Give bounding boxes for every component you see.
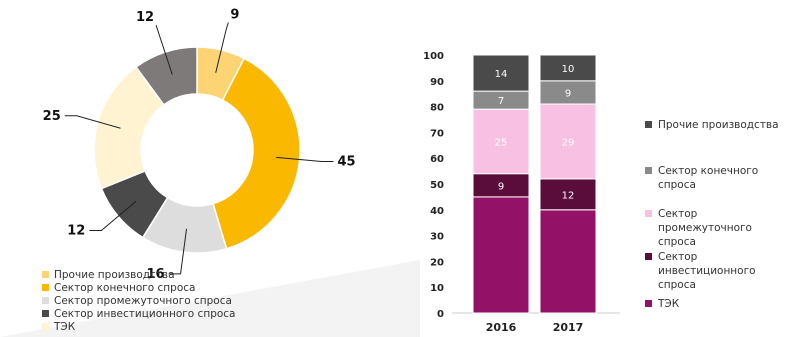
legend-swatch	[42, 310, 49, 317]
donut-leader-line	[168, 228, 188, 275]
bar-legend-item: Сектор конечного спроса	[645, 164, 785, 192]
legend-swatch	[42, 271, 49, 278]
legend-label: ТЭК	[658, 298, 680, 310]
bar-value-label: 7	[498, 96, 504, 107]
donut-legend-item: Сектор конечного спроса	[42, 281, 236, 294]
donut-legend-item: Сектор промежуточного спроса	[42, 294, 236, 307]
legend-swatch	[42, 297, 49, 304]
donut-legend-item: Сектор инвестиционного спроса	[42, 307, 236, 320]
bar-legend-item: Прочие производства	[645, 118, 785, 132]
y-tick-label: 60	[430, 154, 444, 165]
legend-swatch	[645, 253, 652, 260]
donut-value-label: 9	[230, 8, 239, 23]
y-tick-label: 10	[430, 283, 444, 294]
bar-legend-item: Сектор инвестиционного спроса	[645, 250, 785, 292]
legend-swatch	[645, 167, 652, 174]
y-tick-label: 70	[430, 128, 444, 139]
donut-chart: 9 45 16 12 25 12	[43, 8, 356, 282]
donut-leader-line	[64, 115, 121, 129]
bar-legend-item: Сектор промежуточного спроса	[645, 207, 785, 249]
donut-value-label: 12	[67, 223, 85, 238]
y-tick-label: 0	[437, 309, 444, 320]
legend-label: Сектор промежуточного спроса	[658, 208, 752, 248]
y-tick-label: 50	[430, 180, 444, 191]
donut-value-label: 25	[43, 109, 61, 124]
donut-legend-item: ТЭК	[42, 320, 236, 333]
bar-value-label: 10	[562, 64, 575, 75]
donut-leader-line	[215, 22, 229, 73]
donut-legend-item: Прочие производства	[42, 268, 236, 281]
y-tick-label: 90	[430, 77, 444, 88]
background-panel	[0, 0, 420, 337]
donut-legend: Прочие производства Сектор конечного спро…	[42, 268, 236, 333]
bar-value-label: 9	[565, 88, 571, 99]
donut-value-label: 12	[136, 10, 154, 25]
donut-leader-line	[155, 25, 173, 75]
bar-segment	[539, 54, 597, 82]
legend-swatch	[42, 323, 49, 330]
donut-slice	[212, 57, 301, 250]
bar-value-label: 25	[495, 137, 508, 148]
x-category-label: 2016	[486, 321, 517, 334]
y-tick-label: 30	[430, 232, 444, 243]
legend-label: Сектор инвестиционного спроса	[658, 251, 756, 291]
bar-segment	[472, 54, 530, 92]
legend-swatch	[645, 300, 652, 307]
bar-value-label: 12	[562, 190, 575, 201]
bar-segment	[539, 103, 597, 180]
bar-value-label: 14	[495, 69, 508, 80]
legend-label: Сектор конечного спроса	[54, 281, 196, 294]
bar-segment	[539, 209, 597, 314]
legend-label: Сектор конечного спроса	[658, 165, 759, 191]
y-tick-label: 40	[430, 206, 444, 217]
bar-value-label: 9	[498, 181, 504, 192]
legend-swatch	[42, 284, 49, 291]
donut-value-label: 16	[146, 267, 164, 282]
legend-swatch	[645, 210, 652, 217]
legend-label: Сектор промежуточного спроса	[54, 294, 232, 307]
legend-swatch	[645, 121, 652, 128]
y-tick-label: 20	[430, 257, 444, 268]
donut-leader-line	[89, 200, 137, 231]
bar-value-label: 29	[562, 137, 575, 148]
x-category-label: 2017	[553, 321, 584, 334]
legend-label: Прочие производства	[658, 119, 779, 131]
bar-legend-item: ТЭК	[645, 297, 785, 311]
bar-segment	[472, 108, 530, 175]
y-tick-label: 80	[430, 103, 444, 114]
y-tick-label: 100	[423, 51, 444, 62]
legend-label: Прочие производства	[54, 268, 175, 281]
donut-slice	[134, 46, 198, 106]
bar-segment	[539, 178, 597, 211]
legend-label: ТЭК	[54, 320, 76, 333]
donut-slice	[93, 65, 165, 190]
bar-segment	[472, 196, 530, 314]
donut-value-label: 45	[337, 155, 355, 170]
legend-label: Сектор инвестиционного спроса	[54, 307, 236, 320]
stacked-bar-chart: 0 10 20 30 40 50 60 70 80 90 100 9 25 7 14 2016 12 29 9 10 2…	[423, 51, 620, 334]
donut-leader-line	[276, 156, 334, 163]
